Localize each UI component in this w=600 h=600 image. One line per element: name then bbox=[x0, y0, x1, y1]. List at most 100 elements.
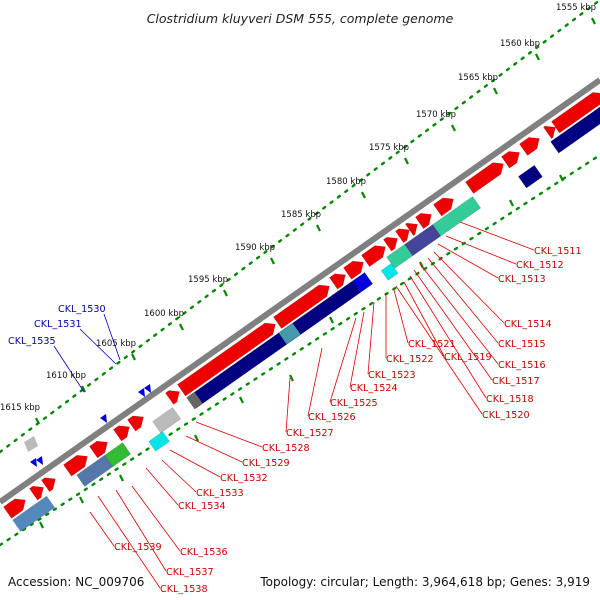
gene-label: CKL_1512 bbox=[516, 260, 564, 271]
inner-major-tick bbox=[559, 174, 564, 182]
leader-line bbox=[53, 345, 85, 393]
gene-label: CKL_1513 bbox=[498, 274, 546, 285]
gene-label: CKL_1517 bbox=[492, 376, 540, 387]
inner-major-tick bbox=[239, 396, 244, 404]
gene-label: CKL_1529 bbox=[242, 458, 290, 469]
gene-label: CKL_1515 bbox=[498, 339, 546, 350]
leader-line bbox=[437, 243, 499, 279]
teal-gene bbox=[278, 322, 302, 345]
leader-line bbox=[307, 347, 323, 417]
outer-major-tick bbox=[131, 353, 136, 361]
outer-major-tick bbox=[535, 53, 540, 61]
inner-scale-dots bbox=[0, 153, 600, 547]
grey-gene bbox=[152, 407, 182, 434]
grey-gene bbox=[186, 391, 204, 410]
blue-gene bbox=[76, 454, 114, 487]
leader-line bbox=[367, 301, 375, 375]
gene-label: CKL_1539 bbox=[114, 542, 162, 553]
forward-gene bbox=[519, 137, 540, 156]
forward-gene bbox=[127, 415, 144, 432]
scale-label: 1570 kbp bbox=[416, 110, 456, 120]
forward-gene bbox=[405, 222, 418, 236]
gene-label: CKL_1514 bbox=[504, 319, 552, 330]
forward-gene bbox=[551, 92, 600, 134]
cyan-gene bbox=[380, 263, 399, 281]
inner-major-tick bbox=[509, 199, 514, 207]
outer-major-tick bbox=[316, 224, 321, 232]
outer-major-tick bbox=[404, 157, 409, 165]
outer-major-tick bbox=[35, 417, 40, 425]
reverse-gene bbox=[518, 164, 543, 189]
inner-major-tick bbox=[289, 374, 294, 382]
scale-label: 1560 kbp bbox=[500, 39, 540, 49]
forward-gene bbox=[465, 162, 504, 194]
forward-gene bbox=[383, 236, 398, 252]
forward-gene bbox=[41, 477, 56, 492]
label-leader-lines bbox=[53, 221, 535, 589]
gene-label: CKL_1533 bbox=[196, 488, 244, 499]
inner-major-tick bbox=[119, 474, 124, 482]
cyan-gene bbox=[148, 431, 170, 452]
outer-major-tick bbox=[179, 323, 184, 331]
blue-gene bbox=[12, 495, 56, 532]
leader-line bbox=[403, 281, 445, 357]
gene-label: CKL_1531 bbox=[34, 319, 82, 330]
backbone-line bbox=[0, 77, 600, 505]
scale-label: 1585 kbp bbox=[281, 210, 321, 220]
leader-line bbox=[161, 459, 197, 493]
genome-summary: Topology: circular; Length: 3,964,618 bp… bbox=[259, 575, 590, 589]
inner-major-tick bbox=[39, 521, 44, 529]
outer-major-tick bbox=[591, 17, 596, 25]
scale-label: 1565 kbp bbox=[458, 73, 498, 83]
forward-gene bbox=[273, 284, 330, 329]
leader-line bbox=[79, 328, 117, 365]
accession-label: Accession: NC_009706 bbox=[8, 575, 144, 589]
leader-line bbox=[195, 421, 263, 448]
gene-label: CKL_1523 bbox=[368, 370, 416, 381]
grey-gene bbox=[24, 436, 38, 452]
forward-gene bbox=[543, 125, 556, 139]
forward-gene bbox=[177, 322, 276, 397]
scale-label: 1610 kbp bbox=[46, 371, 86, 381]
forward-gene bbox=[415, 213, 432, 229]
outer-major-tick bbox=[223, 289, 228, 297]
scale-labels: 1555 kbp 1560 kbp 1565 kbp 1570 kbp 1575 kbp… bbox=[0, 3, 596, 413]
inner-major-tick bbox=[79, 496, 84, 504]
gene-label: CKL_1536 bbox=[180, 547, 228, 558]
gene-label: CKL_1524 bbox=[350, 383, 398, 394]
leader-line bbox=[145, 467, 179, 506]
teal-gene bbox=[432, 196, 482, 237]
gene-label: CKL_1530 bbox=[58, 304, 106, 315]
leader-line bbox=[349, 311, 365, 388]
teal-gene bbox=[386, 243, 414, 269]
forward-gene bbox=[89, 440, 108, 459]
forward-gene bbox=[433, 197, 454, 217]
leader-line bbox=[409, 275, 487, 399]
forward-gene bbox=[395, 228, 410, 244]
leader-line bbox=[285, 377, 291, 433]
forward-gene bbox=[329, 273, 346, 290]
gene-label: CKL_1537 bbox=[166, 567, 214, 578]
outer-major-tick bbox=[361, 191, 366, 199]
leader-line bbox=[395, 285, 483, 415]
scale-label: 1575 kbp bbox=[369, 143, 409, 153]
blue-gene bbox=[144, 384, 151, 393]
scale-label: 1555 kbp bbox=[556, 3, 596, 13]
gene-label: CKL_1520 bbox=[482, 410, 530, 421]
gene-label: CKL_1511 bbox=[534, 246, 582, 257]
leader-line bbox=[445, 235, 517, 265]
scale-label: 1600 kbp bbox=[144, 309, 184, 319]
scale-label: 1595 kbp bbox=[188, 275, 228, 285]
leader-line bbox=[433, 251, 505, 324]
forward-gene bbox=[343, 260, 364, 280]
scale-dotted-lines bbox=[0, 0, 600, 547]
forward-gene bbox=[113, 425, 130, 442]
leader-line bbox=[185, 435, 243, 463]
leader-line bbox=[115, 489, 167, 572]
outer-major-tick bbox=[451, 124, 456, 132]
gene-label: CKL_1526 bbox=[308, 412, 356, 423]
reverse-gene bbox=[550, 106, 600, 154]
leader-line bbox=[169, 449, 221, 478]
